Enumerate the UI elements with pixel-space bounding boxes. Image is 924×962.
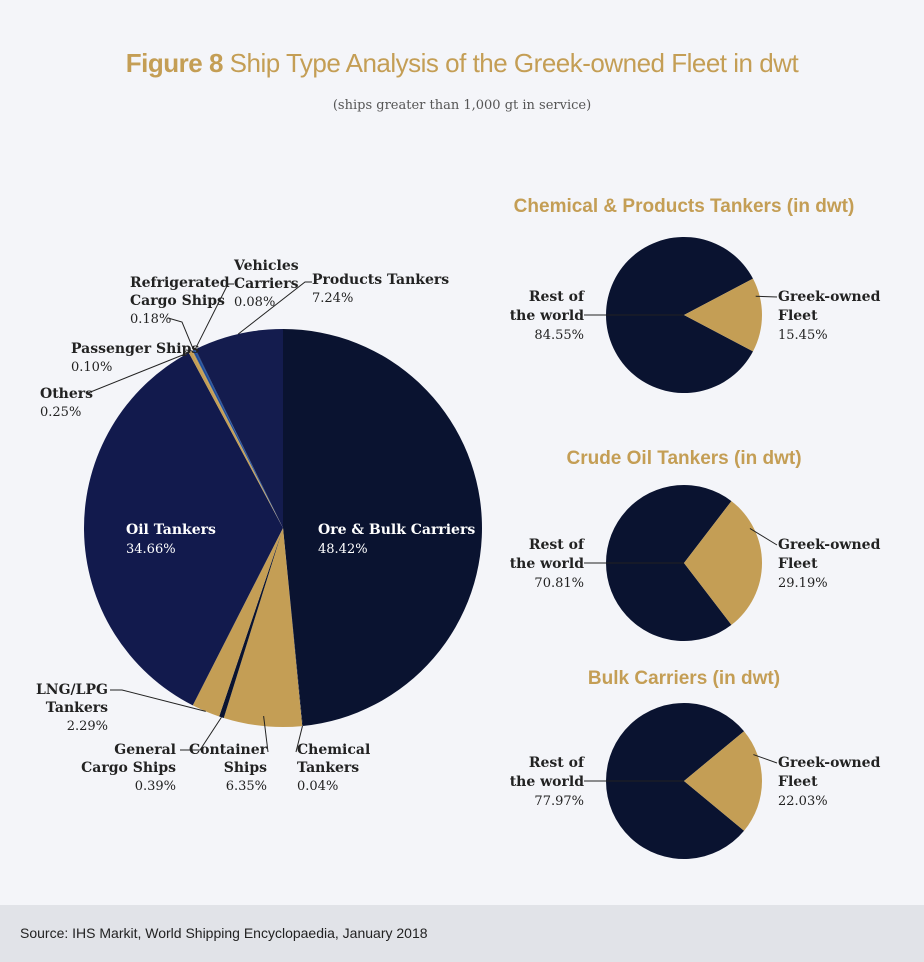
- pie-title-chemical-products-tankers-in-dwt: Chemical & Products Tankers (in dwt): [514, 196, 855, 217]
- main-slice-ore-bulk-carriers: [283, 329, 482, 727]
- footer: Source: IHS Markit, World Shipping Encyc…: [0, 905, 924, 962]
- label-products-tankers: Products Tankers 7.24%: [312, 272, 449, 306]
- label-greek-crude-oil-tankers-in-dwt: Greek-owned Fleet 29.19%: [778, 537, 881, 591]
- leader-vehicles-carriers: [194, 283, 234, 350]
- leader-products-tankers: [237, 281, 312, 335]
- leader-others: [87, 351, 191, 394]
- main-slice-oil-tankers: [83, 352, 283, 706]
- label-general-cargo-ships: General Cargo Ships 0.39%: [81, 742, 176, 794]
- slice-greek-owned-bulk-carriers-in-dwt: [684, 731, 763, 831]
- label-refrigerated-cargo-ships: Refrigerated Cargo Ships 0.18%: [130, 275, 230, 327]
- label-passenger-ships: Passenger Ships 0.10%: [71, 341, 199, 375]
- leader-general-cargo-ships: [180, 716, 222, 751]
- main-slice-others: [188, 351, 283, 528]
- main-slice-chemical-tankers: [283, 528, 303, 727]
- leader-greek-bulk-carriers-in-dwt: [753, 754, 778, 764]
- slice-greek-owned-chemical-products-tankers-in-dwt: [684, 278, 762, 352]
- label-greek-chemical-products-tankers-in-dwt: Greek-owned Fleet 15.45%: [778, 289, 881, 343]
- label-chemical-tankers: Chemical Tankers 0.04%: [297, 742, 370, 794]
- label-rest-chemical-products-tankers-in-dwt: Rest of the world 84.55%: [510, 289, 585, 343]
- label-oil-tankers: Oil Tankers 34.66%: [126, 522, 216, 557]
- pie-title-bulk-carriers-in-dwt: Bulk Carriers (in dwt): [588, 668, 780, 689]
- leader-greek-crude-oil-tankers-in-dwt: [749, 528, 778, 546]
- slice-greek-owned-crude-oil-tankers-in-dwt: [684, 501, 763, 625]
- leader-container-ships: [263, 715, 269, 753]
- main-slice-products-tankers: [195, 329, 283, 528]
- chart-subtitle: (ships greater than 1,000 gt in service): [332, 98, 592, 113]
- leader-greek-chemical-products-tankers-in-dwt: [755, 295, 778, 298]
- charts-canvas: Ore & Bulk Carriers 48.42% Oil Tankers 34.6…: [36, 196, 881, 859]
- main-slice-passenger-ships: [191, 350, 283, 528]
- label-others: Others 0.25%: [40, 386, 93, 420]
- pie-title-crude-oil-tankers-in-dwt: Crude Oil Tankers (in dwt): [566, 448, 801, 469]
- figure-label: Figure 8: [125, 48, 224, 78]
- leader-passenger-ships: [185, 349, 193, 352]
- leader-chemical-tankers: [295, 725, 303, 753]
- label-vehicles-carriers: Vehicles Carriers 0.08%: [233, 258, 299, 310]
- label-ore-bulk-carriers: Ore & Bulk Carriers 48.42%: [318, 522, 475, 557]
- main-slice-refrigerated-cargo-ships: [192, 349, 283, 528]
- main-slice-general-cargo-ships: [219, 528, 283, 718]
- figure-title: Ship Type Analysis of the Greek-owned Fl…: [229, 48, 799, 78]
- chart-title: Figure 8 Ship Type Analysis of the Greek…: [0, 48, 924, 79]
- label-lng-lpg-tankers: LNG/LPG Tankers 2.29%: [36, 682, 108, 734]
- main-slice-lng-lpg-tankers: [192, 528, 283, 717]
- main-slice-container-ships: [223, 528, 303, 728]
- label-rest-crude-oil-tankers-in-dwt: Rest of the world 70.81%: [510, 537, 585, 591]
- leader-refrigerated-cargo-ships: [167, 317, 195, 351]
- label-greek-bulk-carriers-in-dwt: Greek-owned Fleet 22.03%: [778, 755, 881, 809]
- source-note: Source: IHS Markit, World Shipping Encyc…: [20, 925, 428, 941]
- leader-lng-lpg-tankers: [110, 689, 206, 712]
- label-rest-bulk-carriers-in-dwt: Rest of the world 77.97%: [510, 755, 585, 809]
- main-slice-vehicles-carriers: [194, 349, 283, 528]
- label-container-ships: Container Ships 6.35%: [189, 742, 268, 794]
